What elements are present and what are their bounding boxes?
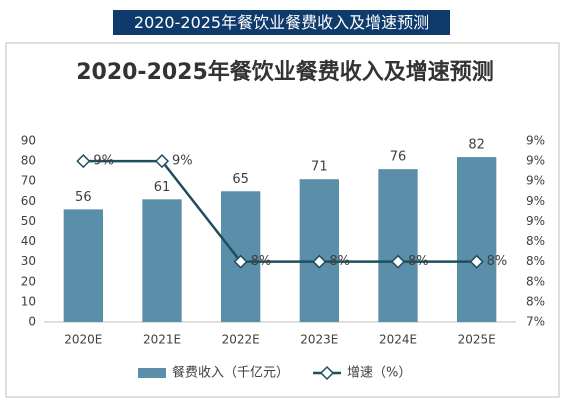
y-tick-label: 60 xyxy=(21,194,36,208)
y2-tick-label: 9% xyxy=(526,154,545,168)
x-tick-label: 2024E xyxy=(379,333,417,347)
line-value-label: 8% xyxy=(251,254,272,269)
y-tick-label: 20 xyxy=(21,274,36,288)
y2-tick-label: 9% xyxy=(526,134,545,148)
bar xyxy=(378,169,418,322)
y2-tick-label: 8% xyxy=(526,274,545,288)
y-tick-label: 90 xyxy=(21,134,36,148)
bar-value-label: 65 xyxy=(232,172,249,187)
bar xyxy=(457,157,497,322)
bar xyxy=(63,209,103,322)
y2-tick-label: 8% xyxy=(526,234,545,248)
chart-border xyxy=(5,42,560,398)
line-marker xyxy=(76,154,91,169)
legend-marker xyxy=(319,365,335,381)
line-value-label: 8% xyxy=(408,254,429,269)
legend-label: 增速（%） xyxy=(347,366,411,381)
y-tick-label: 40 xyxy=(21,234,36,248)
line xyxy=(83,159,477,263)
bar-value-label: 76 xyxy=(390,150,407,165)
y2-tick-label: 7% xyxy=(526,315,545,329)
y2-tick-label: 8% xyxy=(526,294,545,308)
y2-tick-label: 8% xyxy=(526,254,545,268)
line-value-label: 9% xyxy=(93,154,114,169)
x-tick-label: 2025E xyxy=(458,333,496,347)
legend-swatch xyxy=(138,368,166,378)
y-tick-label: 30 xyxy=(21,254,36,268)
y-tick-label: 10 xyxy=(21,294,36,308)
line-value-label: 9% xyxy=(172,154,193,169)
y-tick-label: 50 xyxy=(21,214,36,228)
banner-title: 2020-2025年餐饮业餐费收入及增速预测 xyxy=(113,10,450,35)
line-value-label: 8% xyxy=(487,254,508,269)
bar-value-label: 61 xyxy=(154,180,171,195)
bar xyxy=(299,179,339,322)
legend-label: 餐费收入（千亿元） xyxy=(172,365,289,381)
line-marker xyxy=(469,254,484,269)
bar-value-label: 56 xyxy=(75,190,92,205)
line-marker xyxy=(233,254,248,269)
line-value-label: 8% xyxy=(329,254,350,269)
x-tick-label: 2022E xyxy=(222,333,260,347)
y-tick-label: 80 xyxy=(21,154,36,168)
x-tick-label: 2023E xyxy=(300,333,338,347)
chart-title: 2020-2025年餐饮业餐费收入及增速预测 xyxy=(76,60,494,85)
line-marker xyxy=(312,254,327,269)
bar-value-label: 71 xyxy=(311,160,328,175)
bar xyxy=(142,199,182,322)
line-marker xyxy=(390,254,406,269)
bar-value-label: 82 xyxy=(468,138,485,153)
y2-tick-label: 9% xyxy=(526,194,545,208)
x-tick-label: 2020E xyxy=(64,333,102,347)
y2-tick-label: 9% xyxy=(526,174,545,188)
y-tick-label: 70 xyxy=(21,174,36,188)
x-tick-label: 2021E xyxy=(143,333,181,347)
y-tick-label: 0 xyxy=(28,315,36,329)
y2-tick-label: 9% xyxy=(526,214,545,228)
line-marker xyxy=(154,154,170,169)
